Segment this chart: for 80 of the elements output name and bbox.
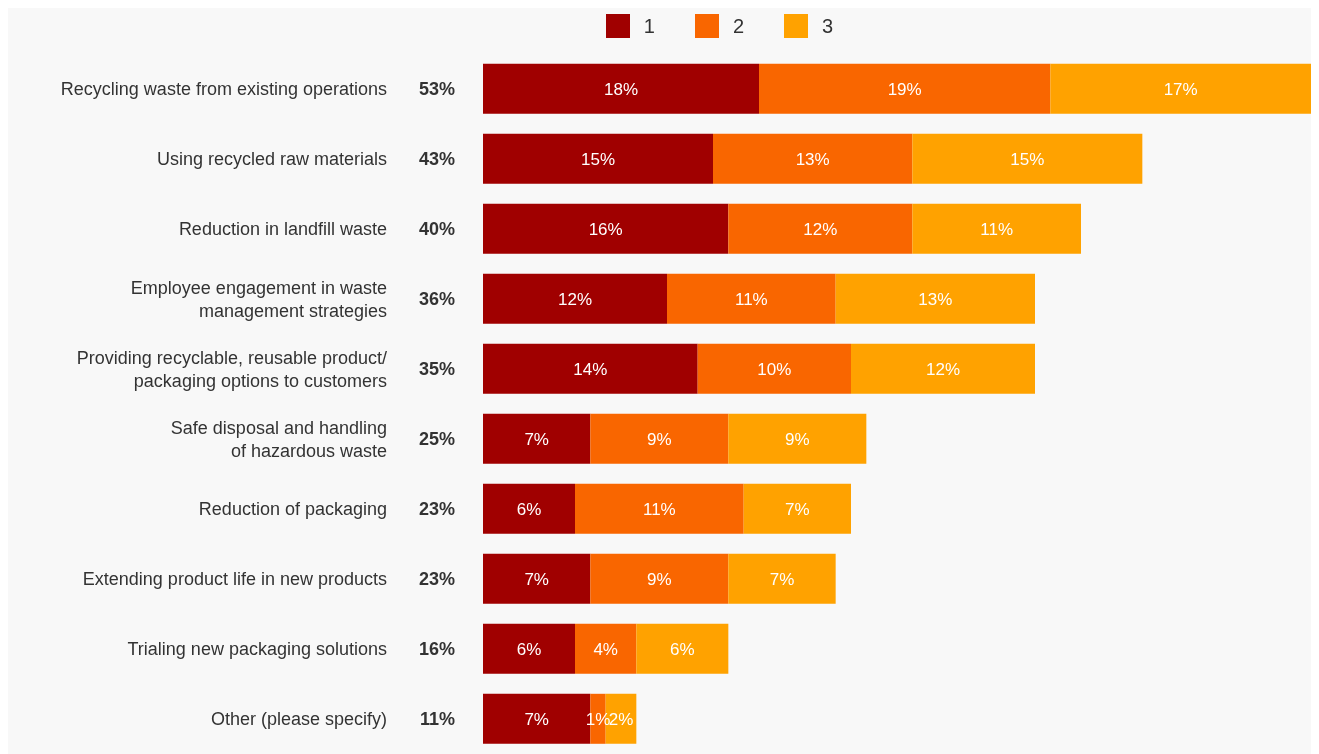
bar <box>483 203 729 254</box>
data-label: 6% <box>516 639 542 659</box>
data-label: 11% <box>642 499 676 519</box>
data-label: 9% <box>785 429 810 449</box>
data-label: 18% <box>603 79 639 99</box>
bar <box>759 63 1051 114</box>
data-label: 7% <box>769 569 795 589</box>
bar <box>483 483 575 534</box>
data-label: 19% <box>887 79 922 99</box>
y-tick-label: Other (please specify) <box>210 709 387 729</box>
total-label: 23% <box>418 569 455 589</box>
y-tick-label: Reduction of packaging <box>198 499 387 519</box>
total-label: 11% <box>419 709 455 729</box>
bar <box>667 273 836 324</box>
bar <box>728 413 867 464</box>
legend-label: 2 <box>732 14 745 38</box>
y-tick-label: Recycling waste from existing operations <box>60 79 387 99</box>
bar <box>590 413 729 464</box>
data-label: 7% <box>524 569 549 589</box>
total-label: 25% <box>418 429 455 449</box>
data-label: 2% <box>608 709 634 729</box>
data-label: 6% <box>670 639 695 659</box>
data-label: 7% <box>785 499 810 519</box>
data-label: 11% <box>980 219 1014 239</box>
data-label: 13% <box>795 149 830 169</box>
data-label: 12% <box>803 219 838 239</box>
bar <box>483 133 713 184</box>
bar <box>713 133 913 184</box>
data-label: 7% <box>524 709 549 729</box>
total-label: 23% <box>418 499 455 519</box>
total-label: 16% <box>418 639 455 659</box>
data-label: 17% <box>1163 79 1198 99</box>
bar <box>483 413 591 464</box>
total-label: 36% <box>418 289 455 309</box>
bar <box>697 343 851 394</box>
legend-label: 1 <box>643 14 655 38</box>
data-label: 16% <box>588 219 623 239</box>
y-tick-label: Employee engagement in waste management strategies <box>130 277 387 321</box>
data-label: 7% <box>524 429 549 449</box>
data-label: 11% <box>734 289 768 309</box>
y-tick-label: Extending product life in new products <box>82 569 387 589</box>
data-label: 10% <box>757 359 792 379</box>
data-label: 14% <box>573 359 608 379</box>
data-label: 12% <box>925 359 961 379</box>
total-label: 35% <box>418 359 455 379</box>
bar <box>912 203 1081 254</box>
bar <box>483 63 759 114</box>
bar <box>1050 63 1311 114</box>
data-label: 1% <box>585 709 611 729</box>
data-label: 6% <box>516 499 542 519</box>
y-tick-label: Trialing new packaging solutions <box>127 639 387 659</box>
data-label: 9% <box>647 569 672 589</box>
bar <box>590 553 729 604</box>
total-label: 43% <box>418 149 455 169</box>
bar <box>851 343 1035 394</box>
data-label: 9% <box>647 429 672 449</box>
total-label: 40% <box>418 219 455 239</box>
bar <box>483 553 591 604</box>
y-tick-label: Using recycled raw materials <box>156 149 387 169</box>
y-tick-label: Providing recyclable, reusable product/ packaging options to customers <box>76 347 387 391</box>
data-label: 4% <box>593 639 618 659</box>
bar <box>483 343 698 394</box>
data-label: 13% <box>918 289 953 309</box>
y-tick-label: Reduction in landfill waste <box>178 219 387 239</box>
data-label: 12% <box>557 289 593 309</box>
data-label: 15% <box>580 149 616 169</box>
bar <box>743 483 851 534</box>
bar <box>483 623 575 674</box>
bar <box>728 203 913 254</box>
bar <box>575 483 744 534</box>
bar <box>835 273 1035 324</box>
total-label: 53% <box>418 79 455 99</box>
legend-label: 3 <box>822 14 834 38</box>
data-label: 15% <box>1010 149 1045 169</box>
bar <box>728 553 836 604</box>
bar <box>483 273 667 324</box>
y-tick-label: Safe disposal and handling of hazardous waste <box>170 417 387 461</box>
bar <box>636 623 729 674</box>
bar <box>912 133 1143 184</box>
bar <box>575 623 637 674</box>
